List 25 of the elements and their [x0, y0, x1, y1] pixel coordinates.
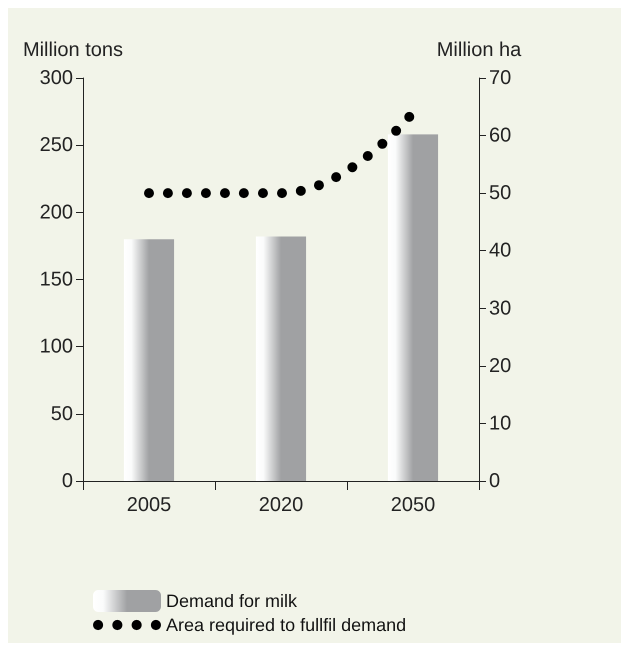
y-tick-label: 200	[40, 201, 73, 224]
y2-tick-label: 70	[489, 67, 512, 89]
y2-tick-label: 50	[489, 182, 512, 204]
y2-axis-title: Million ha	[436, 39, 522, 61]
x-tick-label: 2005	[126, 494, 172, 516]
y-tick-label: 300	[40, 67, 73, 89]
y2-tick-label: 30	[489, 297, 512, 320]
y2-tick-label: 10	[489, 412, 512, 434]
legend-label: Demand for milk	[166, 591, 298, 611]
y2-tick-label: 60	[489, 124, 512, 147]
x-tick-label: 2050	[390, 494, 436, 516]
y-tick-label: 50	[50, 402, 73, 425]
bar	[124, 239, 174, 481]
x-tick-label: 2020	[258, 494, 304, 516]
y2-tick-label: 40	[489, 240, 512, 262]
legend-label: Area required to fullfil demand	[166, 615, 406, 635]
y-tick-label: 250	[40, 134, 73, 156]
y-axis-title: Million tons	[22, 39, 123, 61]
y2-tick-label: 20	[489, 354, 512, 377]
bar	[388, 134, 438, 481]
bar	[256, 236, 306, 481]
y2-tick-label: 0	[489, 470, 500, 492]
y-tick-label: 100	[40, 336, 73, 358]
y-tick-label: 0	[62, 470, 73, 492]
y-tick-label: 150	[40, 268, 73, 290]
